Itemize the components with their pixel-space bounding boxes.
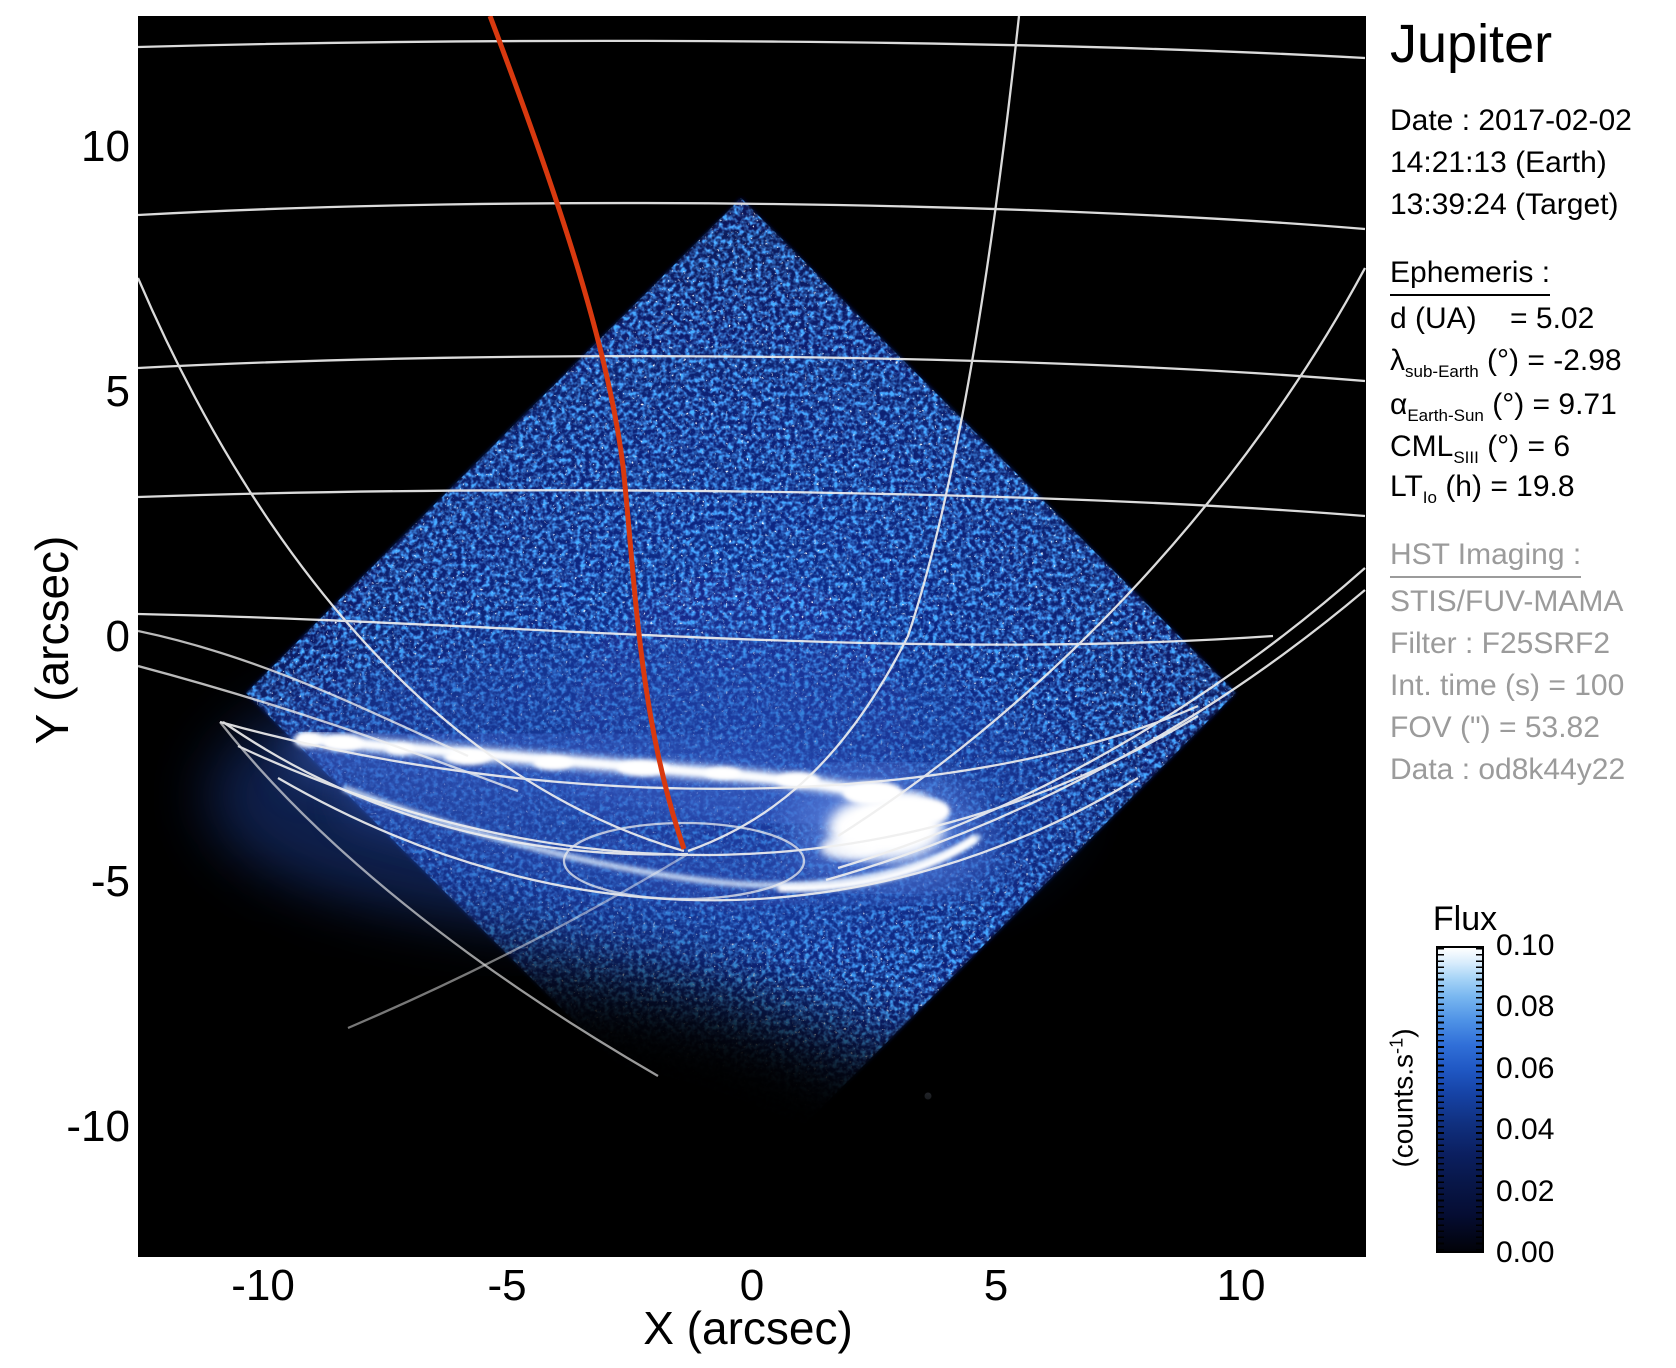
x-tick-m10: -10 bbox=[231, 1261, 295, 1310]
hst-int-time: Int. time (s) = 100 bbox=[1390, 669, 1625, 702]
cb-label-004: 0.04 bbox=[1496, 1113, 1555, 1146]
hst-data-id: Data : od8k44y22 bbox=[1390, 753, 1626, 786]
hst-fov: FOV (") = 53.82 bbox=[1390, 711, 1600, 744]
colorbar-unit: (counts.s-1) bbox=[1386, 1028, 1419, 1168]
colorbar-ticks-right bbox=[1476, 948, 1482, 1251]
cb-label-002: 0.02 bbox=[1496, 1175, 1555, 1208]
aurora-emission bbox=[208, 646, 1068, 946]
planet-graticule bbox=[138, 16, 1366, 1077]
time-earth-line: 14:21:13 (Earth) bbox=[1390, 146, 1607, 179]
x-axis-title: X (arcsec) bbox=[643, 1302, 853, 1354]
cb-label-008: 0.08 bbox=[1496, 990, 1555, 1023]
y-tick-0: 0 bbox=[105, 612, 130, 661]
x-tick-10: 10 bbox=[1216, 1261, 1266, 1310]
y-tick-5: 5 bbox=[105, 367, 130, 416]
y-tick-10: 10 bbox=[81, 122, 130, 171]
colorbar-title: Flux bbox=[1432, 900, 1498, 938]
colorbar bbox=[1436, 946, 1484, 1253]
plot-canvas bbox=[138, 16, 1366, 1188]
hst-imaging-heading: HST Imaging : bbox=[1390, 538, 1582, 578]
y-axis-title: Y (arcsec) bbox=[26, 535, 78, 745]
hst-filter: Filter : F25SRF2 bbox=[1390, 627, 1611, 660]
x-tick-0: 0 bbox=[739, 1261, 765, 1310]
cb-label-010: 0.10 bbox=[1496, 929, 1555, 962]
io-footprint-line bbox=[487, 16, 687, 850]
date-line: Date : 2017-02-02 bbox=[1390, 104, 1632, 137]
cb-label-006: 0.06 bbox=[1496, 1052, 1555, 1085]
eph-row-lambda: λsub-Earth (°) = -2.98 bbox=[1390, 344, 1622, 381]
cb-label-000: 0.00 bbox=[1496, 1236, 1555, 1269]
eph-row-alpha: αEarth-Sun (°) = 9.71 bbox=[1390, 388, 1617, 425]
eph-row-distance: d (UA) = 5.02 bbox=[1390, 302, 1595, 335]
plot-area bbox=[138, 16, 1366, 1257]
y-tick-m10: -10 bbox=[66, 1102, 130, 1151]
hst-instrument: STIS/FUV-MAMA bbox=[1390, 585, 1624, 618]
ephemeris-heading: Ephemeris : bbox=[1390, 256, 1551, 296]
y-tick-m5: -5 bbox=[90, 857, 130, 906]
colorbar-ticks-left bbox=[1438, 948, 1444, 1251]
x-tick-5: 5 bbox=[983, 1261, 1009, 1310]
time-target-line: 13:39:24 (Target) bbox=[1390, 188, 1619, 221]
detector-fov-image bbox=[208, 198, 1236, 1188]
x-tick-m5: -5 bbox=[487, 1261, 527, 1310]
eph-row-cml: CMLSIII (°) = 6 bbox=[1390, 430, 1571, 467]
eph-row-lt-io: LTIo (h) = 19.8 bbox=[1390, 470, 1575, 507]
figure-title: Jupiter bbox=[1390, 14, 1553, 74]
